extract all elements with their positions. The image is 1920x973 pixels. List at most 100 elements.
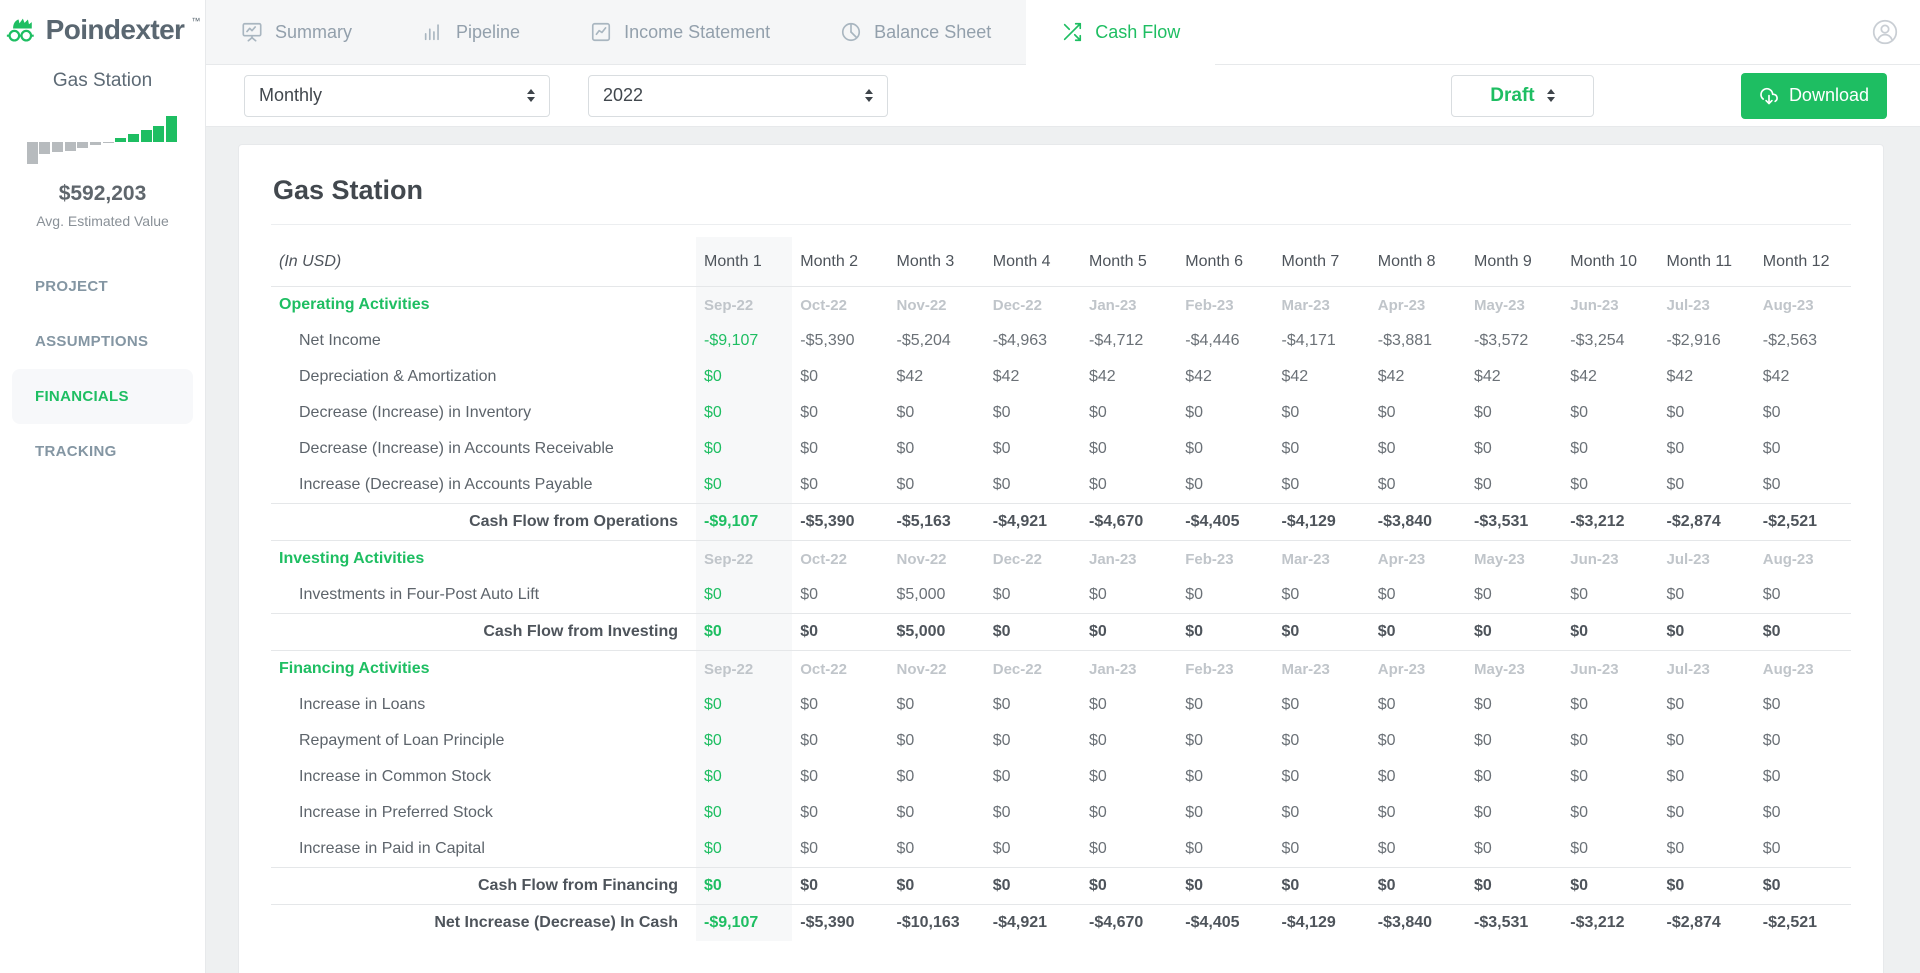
value-cell: $0 bbox=[1762, 804, 1781, 821]
section-header-row: Financing Activities Sep-22 Oct-22 Nov-22 De… bbox=[271, 650, 1851, 687]
date-cell: Jan-23 bbox=[1089, 660, 1137, 678]
date-cell: Jun-23 bbox=[1570, 550, 1619, 568]
month-header: Month 1 bbox=[696, 237, 793, 287]
value-cell: $42 bbox=[1089, 368, 1116, 385]
total-value: $0 bbox=[1177, 613, 1274, 651]
value-cell: $0 bbox=[1570, 732, 1589, 749]
value-cell: $0 bbox=[800, 368, 819, 385]
value-cell: $42 bbox=[1474, 368, 1501, 385]
poindexter-logo-icon bbox=[6, 18, 34, 42]
download-button-label: Download bbox=[1788, 85, 1869, 105]
total-value: $0 bbox=[1562, 867, 1659, 905]
value-cell: $0 bbox=[696, 359, 793, 395]
tab-pipeline[interactable]: Pipeline bbox=[387, 0, 555, 64]
month-header: Month 9 bbox=[1466, 237, 1563, 287]
total-value: -$3,840 bbox=[1369, 503, 1466, 541]
brand-logo[interactable]: Poindexter ™ bbox=[0, 14, 205, 46]
value-cell: $0 bbox=[992, 696, 1011, 713]
value-cell: -$4,963 bbox=[992, 332, 1048, 349]
value-cell: $0 bbox=[1281, 440, 1300, 457]
total-value: -$3,531 bbox=[1466, 503, 1563, 541]
table-row: Depreciation & Amortization $0 $0 $42 $42 $42… bbox=[271, 359, 1851, 395]
value-cell: $0 bbox=[800, 840, 819, 857]
row-label: Investments in Four-Post Auto Lift bbox=[299, 586, 540, 603]
section-title: Investing Activities bbox=[279, 550, 425, 567]
tab-balance-sheet[interactable]: Balance Sheet bbox=[805, 0, 1026, 64]
value-cell: $0 bbox=[992, 732, 1011, 749]
total-value: $0 bbox=[1081, 613, 1178, 651]
section-title: Operating Activities bbox=[279, 296, 430, 313]
value-cell: $42 bbox=[1281, 368, 1309, 385]
value-cell: $0 bbox=[896, 440, 915, 457]
total-value: -$4,129 bbox=[1273, 503, 1370, 541]
total-value: -$4,670 bbox=[1081, 503, 1178, 541]
value-cell: $0 bbox=[1281, 696, 1300, 713]
value-cell: $0 bbox=[1570, 840, 1589, 857]
select-arrows-icon bbox=[1546, 89, 1555, 102]
report-card: Gas Station (In USD) Month 1 Month 2 Month … bbox=[238, 144, 1884, 973]
date-cell: Apr-23 bbox=[1377, 296, 1426, 314]
net-row-value: -$4,129 bbox=[1273, 904, 1370, 941]
value-cell: $0 bbox=[1281, 404, 1300, 421]
date-cell: Jul-23 bbox=[1666, 660, 1710, 678]
period-select[interactable]: Monthly bbox=[244, 74, 550, 117]
date-cell: Aug-23 bbox=[1762, 296, 1814, 314]
valuation-mini-chart bbox=[26, 112, 179, 170]
cash-flow-icon bbox=[1061, 21, 1083, 43]
value-cell: $0 bbox=[1570, 804, 1589, 821]
date-cell: Feb-23 bbox=[1185, 296, 1234, 314]
value-cell: $0 bbox=[1281, 586, 1300, 603]
tab-bar-filler bbox=[1215, 0, 1920, 64]
sidebar-item-project[interactable]: PROJECT bbox=[35, 278, 108, 295]
income-statement-icon bbox=[590, 21, 612, 43]
date-cell: Nov-22 bbox=[896, 296, 947, 314]
value-cell: $0 bbox=[992, 804, 1011, 821]
mini-chart-bar bbox=[39, 142, 51, 154]
value-cell: $0 bbox=[1281, 840, 1300, 857]
tab-label: Balance Sheet bbox=[874, 21, 992, 42]
status-select[interactable]: Draft bbox=[1450, 74, 1594, 117]
row-label: Increase (Decrease) in Accounts Payable bbox=[299, 476, 593, 493]
value-cell: $0 bbox=[1089, 804, 1107, 821]
value-cell: $0 bbox=[1570, 440, 1589, 457]
mini-chart-bar bbox=[64, 142, 76, 151]
value-cell: -$3,254 bbox=[1570, 332, 1625, 349]
total-value: $0 bbox=[1562, 613, 1659, 651]
sidebar-item-tracking[interactable]: TRACKING bbox=[35, 443, 117, 460]
total-value: $0 bbox=[1658, 613, 1755, 651]
section-total-row: Cash Flow from Financing $0 $0 $0 $0 $0 $0 $0 $0… bbox=[271, 867, 1851, 905]
date-cell: Jun-23 bbox=[1570, 296, 1619, 314]
value-cell: $0 bbox=[1762, 732, 1781, 749]
value-cell: $0 bbox=[696, 395, 793, 431]
value-cell: $0 bbox=[1185, 476, 1204, 493]
download-button[interactable]: Download bbox=[1740, 72, 1887, 119]
value-cell: $0 bbox=[896, 476, 915, 493]
sidebar-item-financials[interactable]: FINANCIALS bbox=[12, 369, 193, 424]
value-cell: $0 bbox=[1377, 404, 1396, 421]
main-column: Summary Pipeline Income Statement Balance S… bbox=[206, 0, 1920, 973]
value-cell: $0 bbox=[800, 440, 819, 457]
total-value: $0 bbox=[792, 613, 889, 651]
tab-cash-flow[interactable]: Cash Flow bbox=[1026, 0, 1216, 65]
tab-label: Pipeline bbox=[456, 21, 521, 42]
sidebar-item-assumptions[interactable]: ASSUMPTIONS bbox=[35, 333, 149, 350]
table-row: Increase in Preferred Stock $0 $0 $0 $0 $0 $0 $… bbox=[271, 795, 1851, 831]
value-cell: $0 bbox=[1474, 768, 1492, 785]
value-cell: $0 bbox=[896, 732, 915, 749]
month-header: Month 10 bbox=[1562, 237, 1659, 287]
value-cell: $0 bbox=[1281, 804, 1300, 821]
value-cell: $0 bbox=[1666, 804, 1685, 821]
value-cell: $42 bbox=[1762, 368, 1790, 385]
value-cell: $0 bbox=[800, 476, 819, 493]
net-row-value: -$3,840 bbox=[1369, 904, 1466, 941]
value-cell: $42 bbox=[1185, 368, 1212, 385]
tab-income-statement[interactable]: Income Statement bbox=[555, 0, 805, 64]
date-cell: May-23 bbox=[1474, 296, 1525, 314]
value-cell: $0 bbox=[800, 804, 819, 821]
tab-label: Income Statement bbox=[624, 21, 771, 42]
user-icon[interactable] bbox=[1872, 19, 1898, 45]
year-select[interactable]: 2022 bbox=[588, 74, 888, 117]
toolbar: Monthly 2022 Draft Download bbox=[206, 65, 1920, 127]
date-cell: Aug-23 bbox=[1762, 660, 1814, 678]
tab-summary[interactable]: Summary bbox=[206, 0, 387, 64]
